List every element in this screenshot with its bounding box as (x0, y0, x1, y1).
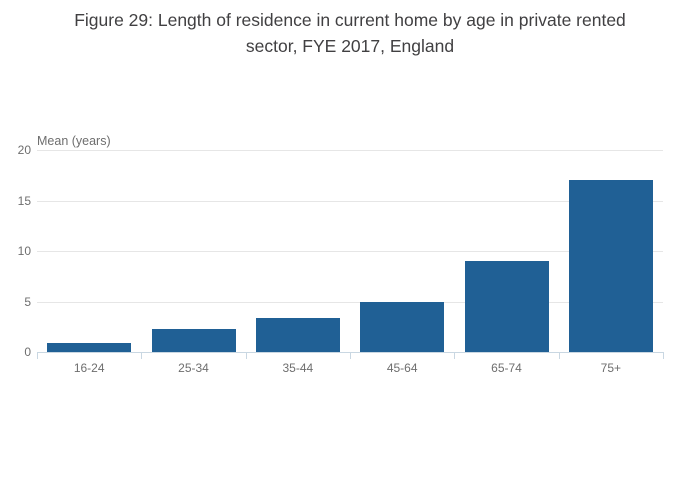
x-tick-label-45-64: 45-64 (386, 361, 418, 375)
x-tick-label-16-24: 16-24 (73, 361, 105, 375)
bar-65-74 (464, 261, 549, 352)
x-tick-mark-0 (37, 352, 38, 359)
y-tick-label-20: 20 (17, 143, 31, 157)
figure-title: Figure 29: Length of residence in curren… (34, 7, 666, 59)
gridline-20 (37, 150, 663, 151)
x-tick-label-25-34: 25-34 (178, 361, 209, 375)
y-tick-label-5: 5 (24, 294, 31, 309)
bar-45-64 (360, 301, 445, 352)
x-tick-mark-6 (663, 352, 664, 359)
gridline-5 (37, 301, 663, 303)
bar-25-34 (151, 328, 236, 352)
gridline-15 (37, 200, 663, 202)
x-tick-mark-4 (454, 352, 456, 359)
x-tick-mark-1 (141, 352, 143, 359)
figure-title-line2: sector, FYE 2017, England (245, 36, 455, 56)
x-tick-label-65-74: 65-74 (491, 361, 522, 375)
x-tick-mark-5 (558, 352, 560, 359)
bar-75+ (568, 180, 653, 352)
y-tick-label-10: 10 (17, 244, 31, 258)
x-tick-mark-2 (245, 352, 247, 359)
x-tick-mark-3 (350, 352, 351, 359)
gridline-10 (37, 251, 663, 252)
x-tick-label-35-44: 35-44 (282, 361, 314, 375)
bar-35-44 (255, 317, 340, 352)
x-tick-label-75+: 75+ (600, 361, 621, 375)
figure-title-line1: Figure 29: Length of residence in curren… (74, 10, 626, 30)
y-tick-label-0: 0 (24, 345, 31, 359)
y-tick-label-15: 15 (17, 193, 31, 208)
y-axis-title: Mean (years) (37, 134, 111, 148)
bar-16-24 (47, 342, 132, 352)
